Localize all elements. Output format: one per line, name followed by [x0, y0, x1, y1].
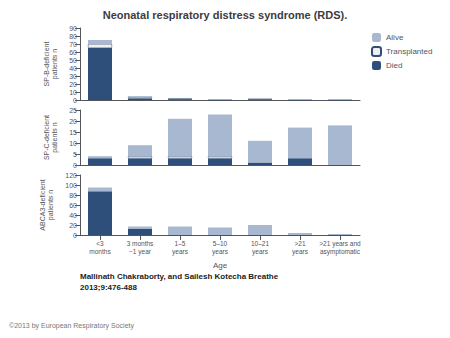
- svg-text:50: 50: [69, 57, 77, 64]
- svg-text:100: 100: [65, 182, 77, 189]
- svg-text:20: 20: [69, 118, 77, 125]
- svg-text:10: 10: [69, 140, 77, 147]
- svg-text:years: years: [292, 248, 309, 256]
- svg-text:120: 120: [65, 172, 77, 179]
- svg-text:60: 60: [69, 49, 77, 56]
- svg-text:25: 25: [69, 107, 77, 114]
- svg-text:60: 60: [69, 202, 77, 209]
- svg-text:3 months: 3 months: [127, 240, 154, 247]
- svg-text:0: 0: [73, 97, 77, 104]
- svg-text:−1 year: −1 year: [129, 248, 152, 256]
- svg-text:70: 70: [69, 41, 77, 48]
- svg-text:10–21: 10–21: [251, 240, 269, 247]
- svg-text:1–5: 1–5: [175, 240, 186, 247]
- svg-text:months: months: [89, 248, 111, 255]
- svg-text:patients n: patients n: [51, 122, 59, 152]
- svg-text:40: 40: [69, 212, 77, 219]
- svg-text:90: 90: [69, 25, 77, 32]
- svg-text:>21 years and: >21 years and: [319, 240, 361, 248]
- svg-text:patients n: patients n: [47, 190, 55, 220]
- svg-text:ABCA3-deficient: ABCA3-deficient: [39, 179, 46, 230]
- svg-text:2013;9:476-488: 2013;9:476-488: [80, 283, 137, 292]
- svg-text:Age: Age: [213, 261, 228, 270]
- svg-text:5–10: 5–10: [213, 240, 228, 247]
- svg-text:Mallinath Chakraborty, and Sai: Mallinath Chakraborty, and Sailesh Kotec…: [80, 272, 279, 281]
- svg-text:Transplanted: Transplanted: [386, 47, 432, 56]
- svg-text:15: 15: [69, 129, 77, 136]
- svg-text:0: 0: [73, 232, 77, 239]
- svg-text:0: 0: [73, 162, 77, 169]
- svg-text:SP-C-deficient: SP-C-deficient: [43, 115, 50, 160]
- svg-text:©2013 by European Respiratory: ©2013 by European Respiratory Society: [9, 322, 135, 330]
- svg-text:Died: Died: [386, 61, 402, 70]
- svg-text:10: 10: [69, 89, 77, 96]
- svg-text:years: years: [252, 248, 269, 256]
- svg-text:<3: <3: [96, 240, 104, 247]
- svg-text:SP-B-deficient: SP-B-deficient: [43, 42, 50, 87]
- svg-text:5: 5: [73, 151, 77, 158]
- svg-text:asymptomatic: asymptomatic: [320, 248, 361, 256]
- svg-text:years: years: [212, 248, 229, 256]
- svg-text:Alive: Alive: [386, 33, 404, 42]
- svg-text:>21: >21: [294, 240, 305, 247]
- svg-text:20: 20: [69, 81, 77, 88]
- svg-text:years: years: [172, 248, 189, 256]
- svg-text:80: 80: [69, 33, 77, 40]
- svg-text:80: 80: [69, 192, 77, 199]
- svg-text:30: 30: [69, 73, 77, 80]
- svg-text:patients n: patients n: [51, 49, 59, 79]
- svg-text:40: 40: [69, 65, 77, 72]
- svg-text:20: 20: [69, 222, 77, 229]
- svg-text:Neonatal respiratory distress: Neonatal respiratory distress syndrome (…: [103, 9, 348, 21]
